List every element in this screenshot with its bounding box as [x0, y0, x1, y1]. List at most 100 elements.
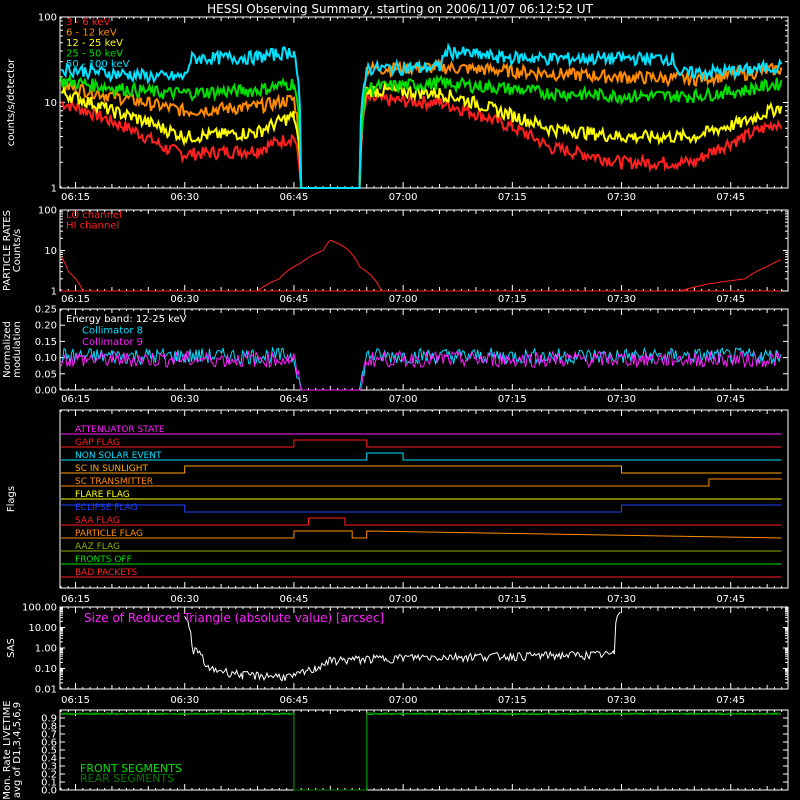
panel-frame	[59, 409, 789, 589]
y-tick-label: 10.00	[28, 623, 57, 634]
x-tick-label: 07:30	[607, 695, 636, 706]
x-tick-label: 07:30	[607, 394, 636, 405]
x-tick-label: 07:15	[498, 695, 527, 706]
x-tick-label: 07:30	[607, 294, 636, 305]
y-tick-label: 0.8	[41, 722, 57, 733]
flag-line	[61, 478, 782, 487]
x-tick-label: 07:30	[607, 192, 636, 203]
x-tick-label: 06:45	[280, 192, 309, 203]
y-tick-label: 0.2	[41, 770, 57, 781]
series-line	[60, 42, 783, 189]
flag-line	[61, 504, 782, 513]
series-line	[60, 346, 782, 391]
flag-label: SC IN SUNLIGHT	[75, 464, 149, 474]
x-tick-label: 06:30	[170, 294, 199, 305]
flag-label: FRONTS OFF	[75, 555, 132, 565]
y-tick-label: 0.1	[41, 778, 57, 789]
y-tick-label: 100	[38, 206, 57, 217]
flag-line	[61, 530, 782, 539]
panel-flags: 06:15 06:30 06:45 07:00 07:15 07:30 07:45 Flags…	[6, 409, 789, 605]
legend-entry: 25 - 50 keV	[66, 49, 123, 60]
y-axis-title: modulation	[12, 321, 23, 378]
y-tick-label: 0.15	[35, 337, 57, 348]
y-tick-label: 0.3	[41, 762, 57, 773]
panel-sas: 06:15 06:30 06:45 07:00 07:15 07:30 07:45 0.01 0…	[6, 603, 789, 706]
series-line	[60, 73, 783, 189]
panel-particle_rates: 06:15 06:30 06:45 07:00 07:15 07:30 07:45 1 10 10…	[2, 206, 789, 305]
legend-entry: REAR SEGMENTS	[80, 772, 174, 785]
x-tick-label: 07:15	[498, 294, 527, 305]
x-tick-label: 07:45	[716, 594, 745, 605]
x-tick-label: 07:15	[498, 394, 527, 405]
x-tick-label: 07:45	[716, 394, 745, 405]
series-line	[60, 80, 783, 189]
y-tick-label: 1	[51, 287, 57, 298]
flag-label: AAZ FLAG	[75, 542, 120, 552]
legend-entry: 6 - 12 keV	[66, 28, 117, 39]
series-line	[60, 349, 782, 391]
y-axis-title: counts/s/detector	[6, 58, 17, 146]
x-tick-label: 06:45	[280, 594, 309, 605]
x-tick-label: 06:15	[61, 294, 90, 305]
y-tick-label: 100.00	[22, 603, 57, 614]
x-tick-label: 06:15	[61, 394, 90, 405]
y-tick-label: 0.00	[35, 386, 57, 397]
legend-entry: Collimator 9	[82, 337, 143, 348]
y-axis-title: PARTICLE RATES	[2, 210, 13, 291]
flag-line	[61, 465, 782, 474]
x-tick-label: 07:15	[498, 192, 527, 203]
flag-label: GAP FLAG	[75, 438, 120, 448]
y-axis-title: Counts/s	[12, 229, 23, 273]
flag-label: BAD PACKETS	[75, 568, 137, 578]
x-tick-label: 07:30	[607, 594, 636, 605]
annotation: Energy band: 12-25 keV	[66, 314, 187, 325]
figure-title: HESSI Observing Summary, starting on 200…	[207, 2, 593, 16]
flag-label: PARTICLE FLAG	[75, 529, 143, 539]
legend-entry: HI channel	[66, 221, 119, 232]
y-tick-label: 0.0	[41, 786, 57, 797]
flag-line	[61, 439, 782, 448]
legend-entry: 3 - 6 keV	[66, 17, 110, 28]
y-tick-label: 0.10	[35, 353, 57, 364]
x-tick-label: 07:00	[389, 695, 418, 706]
y-tick-label: 0.7	[41, 730, 57, 741]
legend-entry: 50 - 100 keV	[66, 59, 130, 70]
annotation: Size of Reduced Triangle (absolute value…	[84, 611, 384, 625]
flag-label: ECLIPSE FLAG	[75, 503, 138, 513]
y-tick-label: 10	[44, 246, 57, 257]
y-axis-title: Normalized	[2, 321, 13, 378]
flag-label: SC TRANSMITTER	[75, 477, 153, 487]
series-line	[184, 611, 621, 682]
x-tick-label: 07:00	[389, 192, 418, 203]
y-tick-label: 0.10	[35, 664, 57, 675]
legend-entry: FRONT SEGMENTS	[80, 762, 182, 775]
y-tick-label: 100	[38, 13, 57, 24]
y-tick-label: 0.6	[41, 738, 57, 749]
x-tick-label: 06:30	[170, 695, 199, 706]
y-tick-label: 10	[44, 98, 57, 109]
y-tick-label: 1	[51, 184, 57, 195]
y-tick-label: 0.25	[35, 305, 57, 316]
x-tick-label: 06:45	[280, 294, 309, 305]
x-tick-label: 07:15	[498, 594, 527, 605]
y-tick-label: 0.01	[35, 685, 57, 696]
x-tick-label: 06:15	[61, 192, 90, 203]
flag-line	[61, 452, 782, 461]
x-tick-label: 07:00	[389, 294, 418, 305]
x-tick-label: 06:15	[61, 695, 90, 706]
legend-entry: LO channel	[66, 210, 122, 221]
flag-label: NON SOLAR EVENT	[75, 451, 162, 461]
series-line	[60, 90, 783, 189]
y-tick-label: 0.20	[35, 321, 57, 332]
x-tick-label: 06:45	[280, 394, 309, 405]
y-axis-title: Mon. Rate LIVETIME	[2, 700, 13, 799]
panels: 06:15 06:30 06:45 07:00 07:15 07:30 07:4511010…	[2, 13, 789, 800]
series-line	[60, 712, 781, 791]
panel-frame	[59, 308, 789, 391]
x-tick-label: 07:00	[389, 394, 418, 405]
x-tick-label: 06:15	[61, 594, 90, 605]
y-axis-title: SAS	[6, 638, 17, 658]
x-tick-label: 07:45	[716, 192, 745, 203]
